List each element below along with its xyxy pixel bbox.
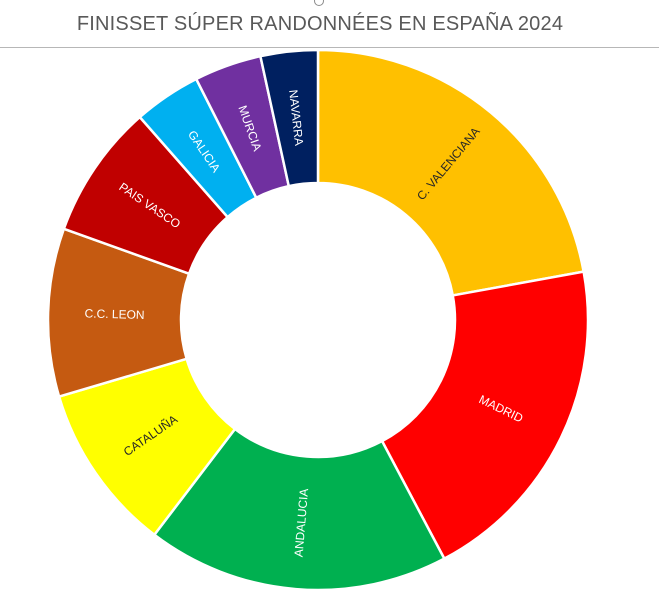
resize-handle[interactable] xyxy=(314,0,324,6)
chart-title: FINISSET SÚPER RANDONNÉES EN ESPAÑA 2024 xyxy=(76,13,564,35)
slice-c-valenciana[interactable] xyxy=(316,48,585,297)
label-c-c-leon: C.C. LEON xyxy=(84,306,144,322)
title-divider xyxy=(0,47,659,48)
label-andalucia: ANDALUCIA xyxy=(292,488,312,558)
label-navarra: NAVARRA xyxy=(286,89,306,146)
slice-andalucia[interactable] xyxy=(153,427,446,591)
slice-navarra[interactable] xyxy=(259,48,320,188)
slice-madrid[interactable] xyxy=(380,270,590,560)
